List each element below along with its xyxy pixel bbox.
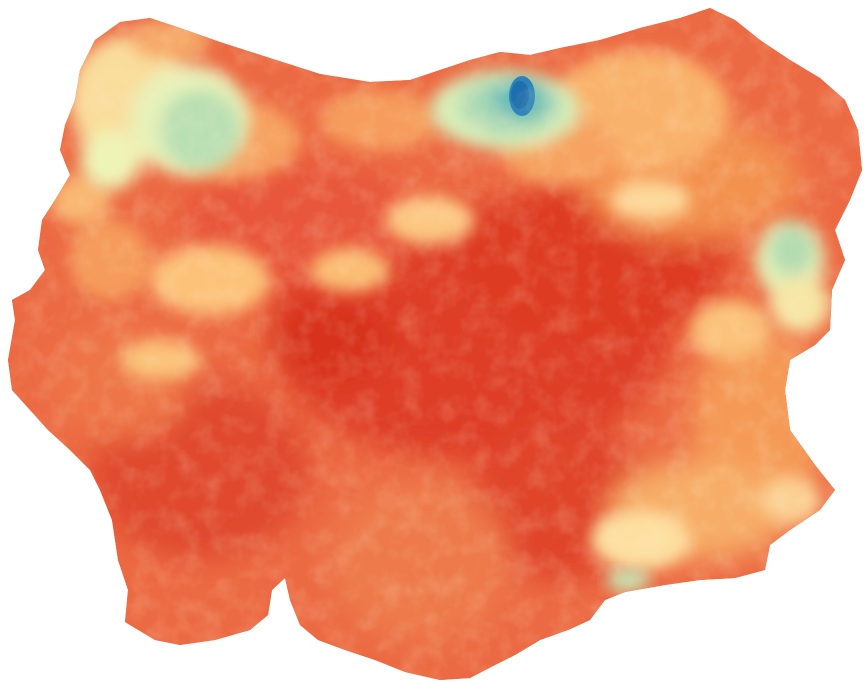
map-canvas xyxy=(8,8,862,680)
raster-layer xyxy=(8,8,862,680)
